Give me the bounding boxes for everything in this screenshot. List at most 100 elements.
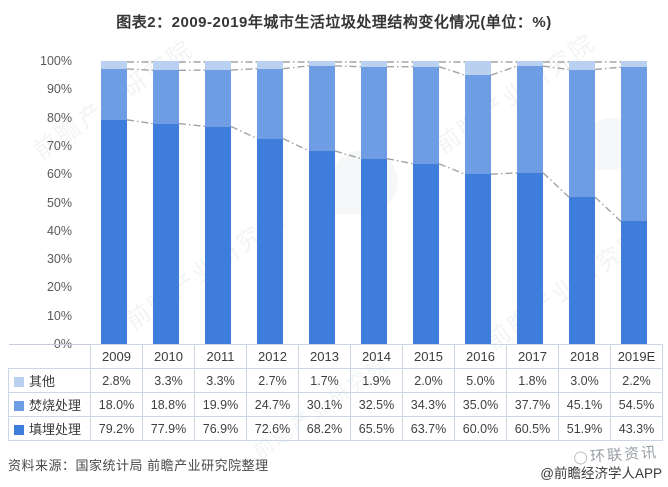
bar-segment-焚烧处理: [153, 70, 179, 124]
bar-segment-焚烧处理: [621, 67, 647, 222]
bar-segment-填埋处理: [257, 138, 283, 344]
brand-block: 环联资讯 @前瞻经济学人APP: [474, 444, 664, 484]
value-cell: 18.0%: [90, 392, 143, 417]
value-cell: 63.7%: [402, 416, 455, 441]
value-cell: 43.3%: [610, 416, 663, 441]
source-note: 资料来源：国家统计局 前瞻产业研究院整理: [8, 458, 269, 473]
value-cell: 2.0%: [402, 368, 455, 393]
y-tick-label: 80%: [46, 110, 72, 125]
bar-2015: [400, 61, 452, 344]
bar-2010: [140, 61, 192, 344]
y-tick-label: 10%: [46, 308, 72, 323]
value-cell: 3.3%: [142, 368, 195, 393]
y-tick-label: 90%: [46, 82, 72, 97]
bar-segment-填埋处理: [101, 119, 127, 344]
year-header-2019E: 2019E: [610, 344, 663, 369]
table-row-焚烧处理: 焚烧处理 18.0% 18.8% 19.9% 24.7% 30.1% 32.5% 34.3% 3…: [8, 392, 663, 417]
year-header-2014: 2014: [350, 344, 403, 369]
value-cell: 45.1%: [558, 392, 611, 417]
bar-segment-其他: [309, 61, 335, 66]
bar-segment-填埋处理: [621, 221, 647, 344]
y-tick-label: 40%: [46, 223, 72, 238]
year-header-2015: 2015: [402, 344, 455, 369]
year-header-2017: 2017: [506, 344, 559, 369]
value-cell: 1.9%: [350, 368, 403, 393]
bar-segment-其他: [517, 61, 543, 67]
value-cell: 30.1%: [298, 392, 351, 417]
bar-segment-焚烧处理: [569, 69, 595, 198]
value-cell: 1.8%: [506, 368, 559, 393]
value-cell: 54.5%: [610, 392, 663, 417]
bar-segment-其他: [153, 61, 179, 71]
year-header-2016: 2016: [454, 344, 507, 369]
bar-segment-焚烧处理: [517, 66, 543, 173]
value-cell: 18.8%: [142, 392, 195, 417]
year-header-2018: 2018: [558, 344, 611, 369]
value-cell: 34.3%: [402, 392, 455, 417]
y-tick-label: 50%: [46, 195, 72, 210]
bar-2018: [556, 61, 608, 344]
value-cell: 32.5%: [350, 392, 403, 417]
y-tick-label: 100%: [40, 54, 72, 68]
value-cell: 19.9%: [194, 392, 247, 417]
bar-2017: [504, 61, 556, 344]
bar-segment-其他: [465, 61, 491, 76]
bar-segment-焚烧处理: [205, 70, 231, 127]
year-header-2013: 2013: [298, 344, 351, 369]
bar-segment-填埋处理: [309, 151, 335, 344]
value-cell: 65.5%: [350, 416, 403, 441]
year-header-2011: 2011: [194, 344, 247, 369]
value-cell: 5.0%: [454, 368, 507, 393]
bar-segment-焚烧处理: [257, 68, 283, 139]
bar-segment-焚烧处理: [465, 75, 491, 175]
legend-cell-填埋处理: 填埋处理: [8, 416, 91, 441]
plot-area: [88, 61, 660, 344]
bar-segment-其他: [101, 61, 127, 69]
brand-credit: @前瞻经济学人APP: [540, 466, 662, 481]
y-tick-label: 30%: [46, 252, 72, 267]
value-cell: 72.6%: [246, 416, 299, 441]
bar-segment-填埋处理: [569, 197, 595, 344]
value-cell: 60.5%: [506, 416, 559, 441]
bar-segment-其他: [257, 61, 283, 69]
table-corner-cell: [8, 344, 91, 369]
value-cell: 35.0%: [454, 392, 507, 417]
bar-segment-焚烧处理: [413, 66, 439, 164]
bar-segment-焚烧处理: [309, 65, 335, 151]
value-cell: 3.0%: [558, 368, 611, 393]
year-header-2012: 2012: [246, 344, 299, 369]
bar-2013: [296, 61, 348, 344]
value-cell: 3.3%: [194, 368, 247, 393]
value-cell: 79.2%: [90, 416, 143, 441]
bar-2009: [88, 61, 140, 344]
value-cell: 2.2%: [610, 368, 663, 393]
legend-marker-icon: [14, 425, 24, 435]
bar-2016: [452, 61, 504, 344]
bar-2019E: [608, 61, 660, 344]
value-cell: 2.8%: [90, 368, 143, 393]
bar-series-group: [88, 61, 660, 344]
y-tick-label: 60%: [46, 167, 72, 182]
bar-segment-其他: [205, 61, 231, 71]
bar-segment-填埋处理: [361, 158, 387, 344]
table-row-填埋处理: 填埋处理 79.2% 77.9% 76.9% 72.6% 68.2% 65.5% 63.7% 6…: [8, 416, 663, 441]
bar-segment-填埋处理: [205, 126, 231, 344]
bar-segment-填埋处理: [465, 174, 491, 344]
bar-segment-焚烧处理: [361, 66, 387, 159]
legend-cell-焚烧处理: 焚烧处理: [8, 392, 91, 417]
chart-title: 图表2：2009-2019年城市生活垃圾处理结构变化情况(单位：%): [116, 14, 552, 31]
legend-cell-其他: 其他: [8, 368, 91, 393]
value-cell: 51.9%: [558, 416, 611, 441]
data-table: 2009 2010 2011 2012 2013 2014 2015 2016 2017 2018…: [8, 344, 663, 441]
bar-segment-其他: [413, 61, 439, 67]
y-axis: 100% 90% 80% 70% 60% 50% 40% 30% 20% 10% 0%: [0, 54, 80, 351]
table-row-其他: 其他 2.8% 3.3% 3.3% 2.7% 1.7% 1.9% 2.0% 5.0% 1.8% 3.…: [8, 368, 663, 393]
bar-segment-其他: [361, 61, 387, 67]
value-cell: 76.9%: [194, 416, 247, 441]
value-cell: 2.7%: [246, 368, 299, 393]
value-cell: 24.7%: [246, 392, 299, 417]
value-cell: 37.7%: [506, 392, 559, 417]
bar-2011: [192, 61, 244, 344]
value-cell: 77.9%: [142, 416, 195, 441]
